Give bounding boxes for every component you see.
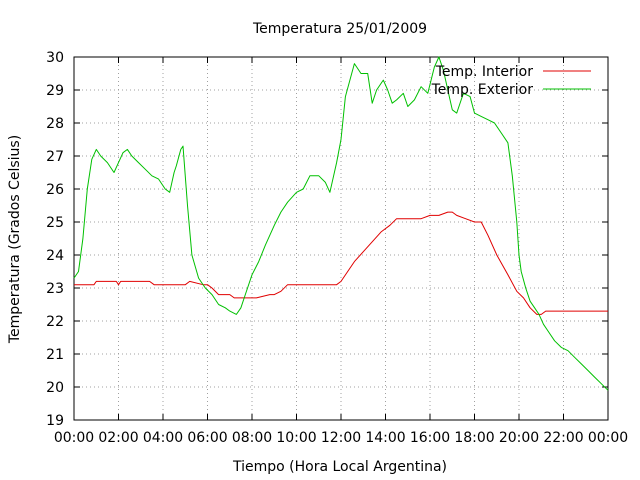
legend-label: Temp. Interior <box>435 64 534 80</box>
y-tick-label: 26 <box>46 182 64 198</box>
y-tick-label: 20 <box>46 380 64 396</box>
x-tick-label: 00:00 <box>54 430 94 446</box>
x-tick-label: 20:00 <box>499 430 539 446</box>
series-line <box>73 56 609 391</box>
y-tick-label: 29 <box>46 83 64 99</box>
x-tick-label: 08:00 <box>232 430 272 446</box>
x-tick-label: 14:00 <box>365 430 405 446</box>
x-axis-label: Tiempo (Hora Local Argentina) <box>232 459 447 475</box>
x-tick-label: 04:00 <box>143 430 183 446</box>
y-tick-label: 22 <box>46 314 64 330</box>
x-tick-label: 18:00 <box>454 430 494 446</box>
series-line <box>74 211 608 315</box>
x-tick-label: 16:00 <box>410 430 450 446</box>
x-tick-label: 10:00 <box>276 430 316 446</box>
y-tick-label: 25 <box>46 215 64 231</box>
tick-labels: 00:00 02:00 04:00 06:00 08:00 10:00 12:00 14:00… <box>46 50 628 446</box>
y-tick-label: 28 <box>46 116 64 132</box>
x-tick-label: 22:00 <box>543 430 583 446</box>
y-tick-label: 23 <box>46 281 64 297</box>
y-tick-label: 30 <box>46 50 64 66</box>
x-tick-label: 06:00 <box>187 430 227 446</box>
y-axis-label: Temperatura (Grados Celsius) <box>7 135 23 344</box>
y-tick-label: 24 <box>46 248 64 264</box>
legend-label: Temp. Exterior <box>431 82 534 98</box>
x-tick-label: 12:00 <box>321 430 361 446</box>
series-lines <box>73 56 609 391</box>
y-tick-label: 19 <box>46 413 64 429</box>
legend: Temp. Interior Temp. Exterior <box>431 64 591 98</box>
y-tick-label: 27 <box>46 149 64 165</box>
x-tick-label: 02:00 <box>98 430 138 446</box>
chart-title: Temperatura 25/01/2009 <box>252 21 427 37</box>
y-tick-label: 21 <box>46 347 64 363</box>
grid-lines <box>74 57 608 420</box>
axis-ticks <box>73 56 609 421</box>
x-tick-label: 00:00 <box>588 430 628 446</box>
